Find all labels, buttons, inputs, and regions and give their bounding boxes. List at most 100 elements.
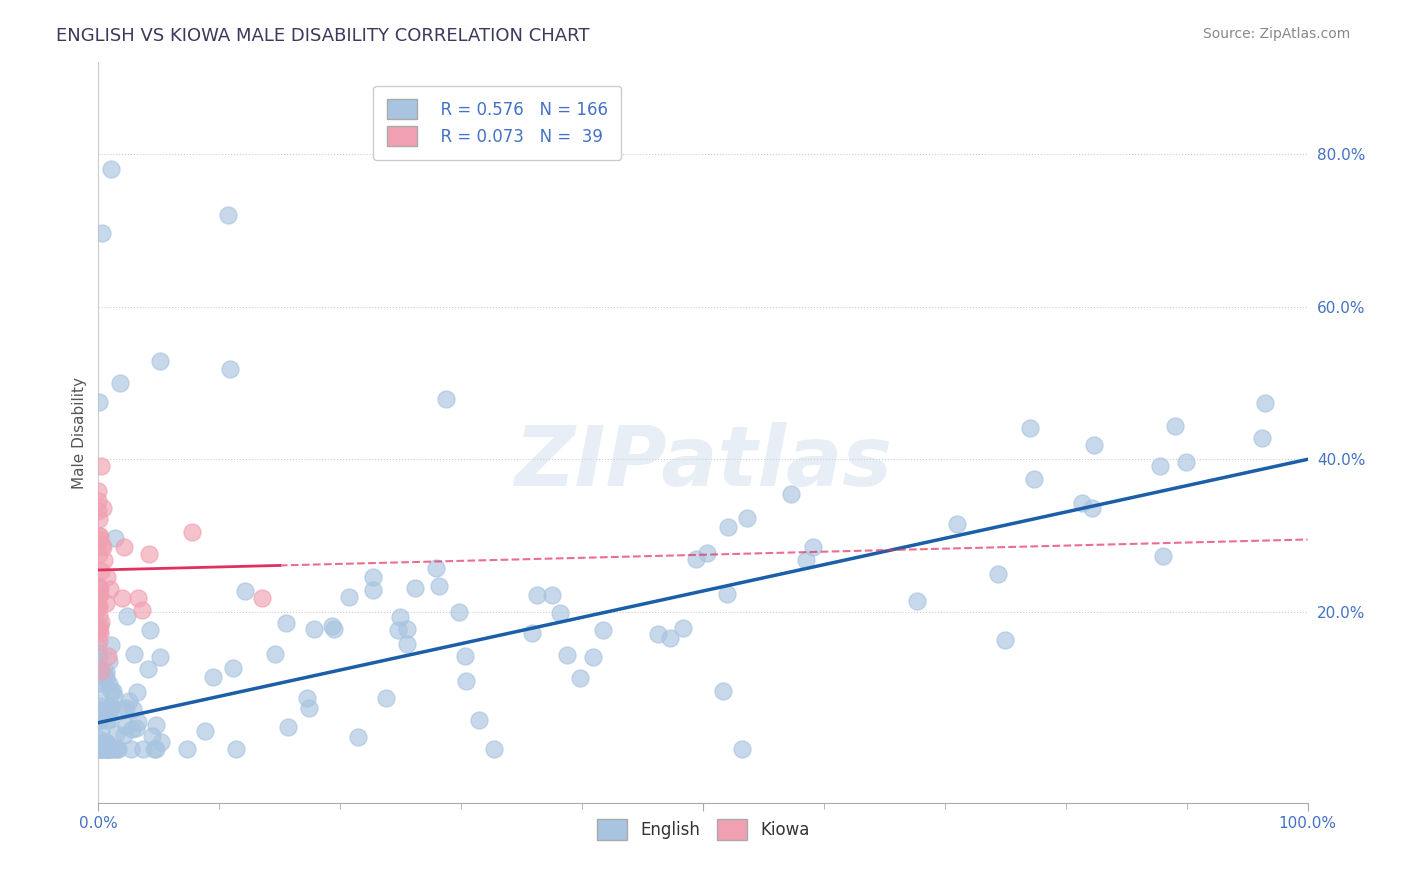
Point [1022, 472, 1045, 486]
Point [100, 742, 122, 756]
Point [298, 701, 321, 715]
Point [89, 625, 111, 640]
Point [672, 621, 695, 635]
Point [87, 661, 110, 675]
Point [94, 673, 117, 687]
Point [90, 226, 112, 240]
Point [1164, 419, 1187, 434]
Point [98, 677, 121, 691]
Point [201, 670, 224, 684]
Point [555, 648, 578, 662]
Point [1018, 420, 1040, 434]
Point [122, 702, 145, 716]
Point [87, 512, 110, 526]
Point [1080, 500, 1102, 515]
Point [1174, 455, 1197, 469]
Point [90, 564, 112, 578]
Point [97, 649, 120, 664]
Point [93, 667, 115, 681]
Point [100, 638, 122, 652]
Point [87, 582, 110, 596]
Point [520, 625, 543, 640]
Point [145, 718, 167, 732]
Point [89, 547, 111, 561]
Point [194, 724, 217, 739]
Point [89, 698, 111, 713]
Point [388, 610, 411, 624]
Point [582, 650, 605, 665]
Point [526, 588, 548, 602]
Point [89, 624, 111, 638]
Point [404, 582, 426, 596]
Point [93, 742, 115, 756]
Point [124, 647, 146, 661]
Point [90, 742, 112, 756]
Legend: English, Kiowa: English, Kiowa [591, 813, 815, 847]
Point [425, 560, 447, 574]
Point [94, 735, 117, 749]
Point [946, 516, 969, 531]
Point [98, 582, 121, 596]
Point [221, 661, 243, 675]
Point [685, 552, 707, 566]
Point [143, 742, 166, 756]
Point [125, 684, 148, 698]
Point [96, 713, 118, 727]
Point [87, 708, 110, 723]
Point [136, 662, 159, 676]
Point [181, 524, 204, 539]
Point [149, 354, 172, 368]
Point [100, 699, 122, 714]
Point [87, 395, 110, 409]
Text: ZIPatlas: ZIPatlas [515, 422, 891, 503]
Point [1083, 438, 1105, 452]
Point [235, 584, 257, 599]
Point [114, 719, 136, 733]
Point [1251, 431, 1274, 445]
Point [449, 605, 471, 619]
Point [347, 730, 370, 744]
Point [90, 742, 112, 756]
Point [1254, 395, 1277, 409]
Point [138, 547, 160, 561]
Point [96, 742, 118, 756]
Point [1071, 496, 1094, 510]
Point [91, 706, 114, 721]
Point [98, 712, 121, 726]
Point [87, 714, 110, 728]
Point [375, 690, 398, 705]
Point [396, 637, 419, 651]
Point [87, 742, 110, 756]
Point [104, 531, 127, 545]
Point [994, 632, 1017, 647]
Point [96, 742, 118, 756]
Point [321, 619, 343, 633]
Point [387, 624, 409, 638]
Point [659, 631, 682, 645]
Point [87, 599, 110, 614]
Point [111, 591, 134, 605]
Y-axis label: Male Disability: Male Disability [72, 376, 87, 489]
Point [90, 726, 112, 740]
Point [89, 581, 111, 595]
Point [361, 582, 384, 597]
Point [711, 683, 734, 698]
Point [100, 161, 122, 176]
Point [89, 619, 111, 633]
Point [87, 579, 110, 593]
Point [97, 702, 120, 716]
Point [295, 690, 318, 705]
Point [548, 607, 571, 621]
Point [434, 392, 457, 406]
Point [141, 729, 163, 743]
Point [87, 742, 110, 756]
Point [90, 459, 112, 474]
Point [302, 622, 325, 636]
Point [87, 503, 110, 517]
Point [100, 699, 122, 714]
Point [276, 615, 298, 630]
Point [87, 742, 110, 756]
Point [219, 361, 242, 376]
Point [250, 591, 273, 605]
Point [100, 742, 122, 756]
